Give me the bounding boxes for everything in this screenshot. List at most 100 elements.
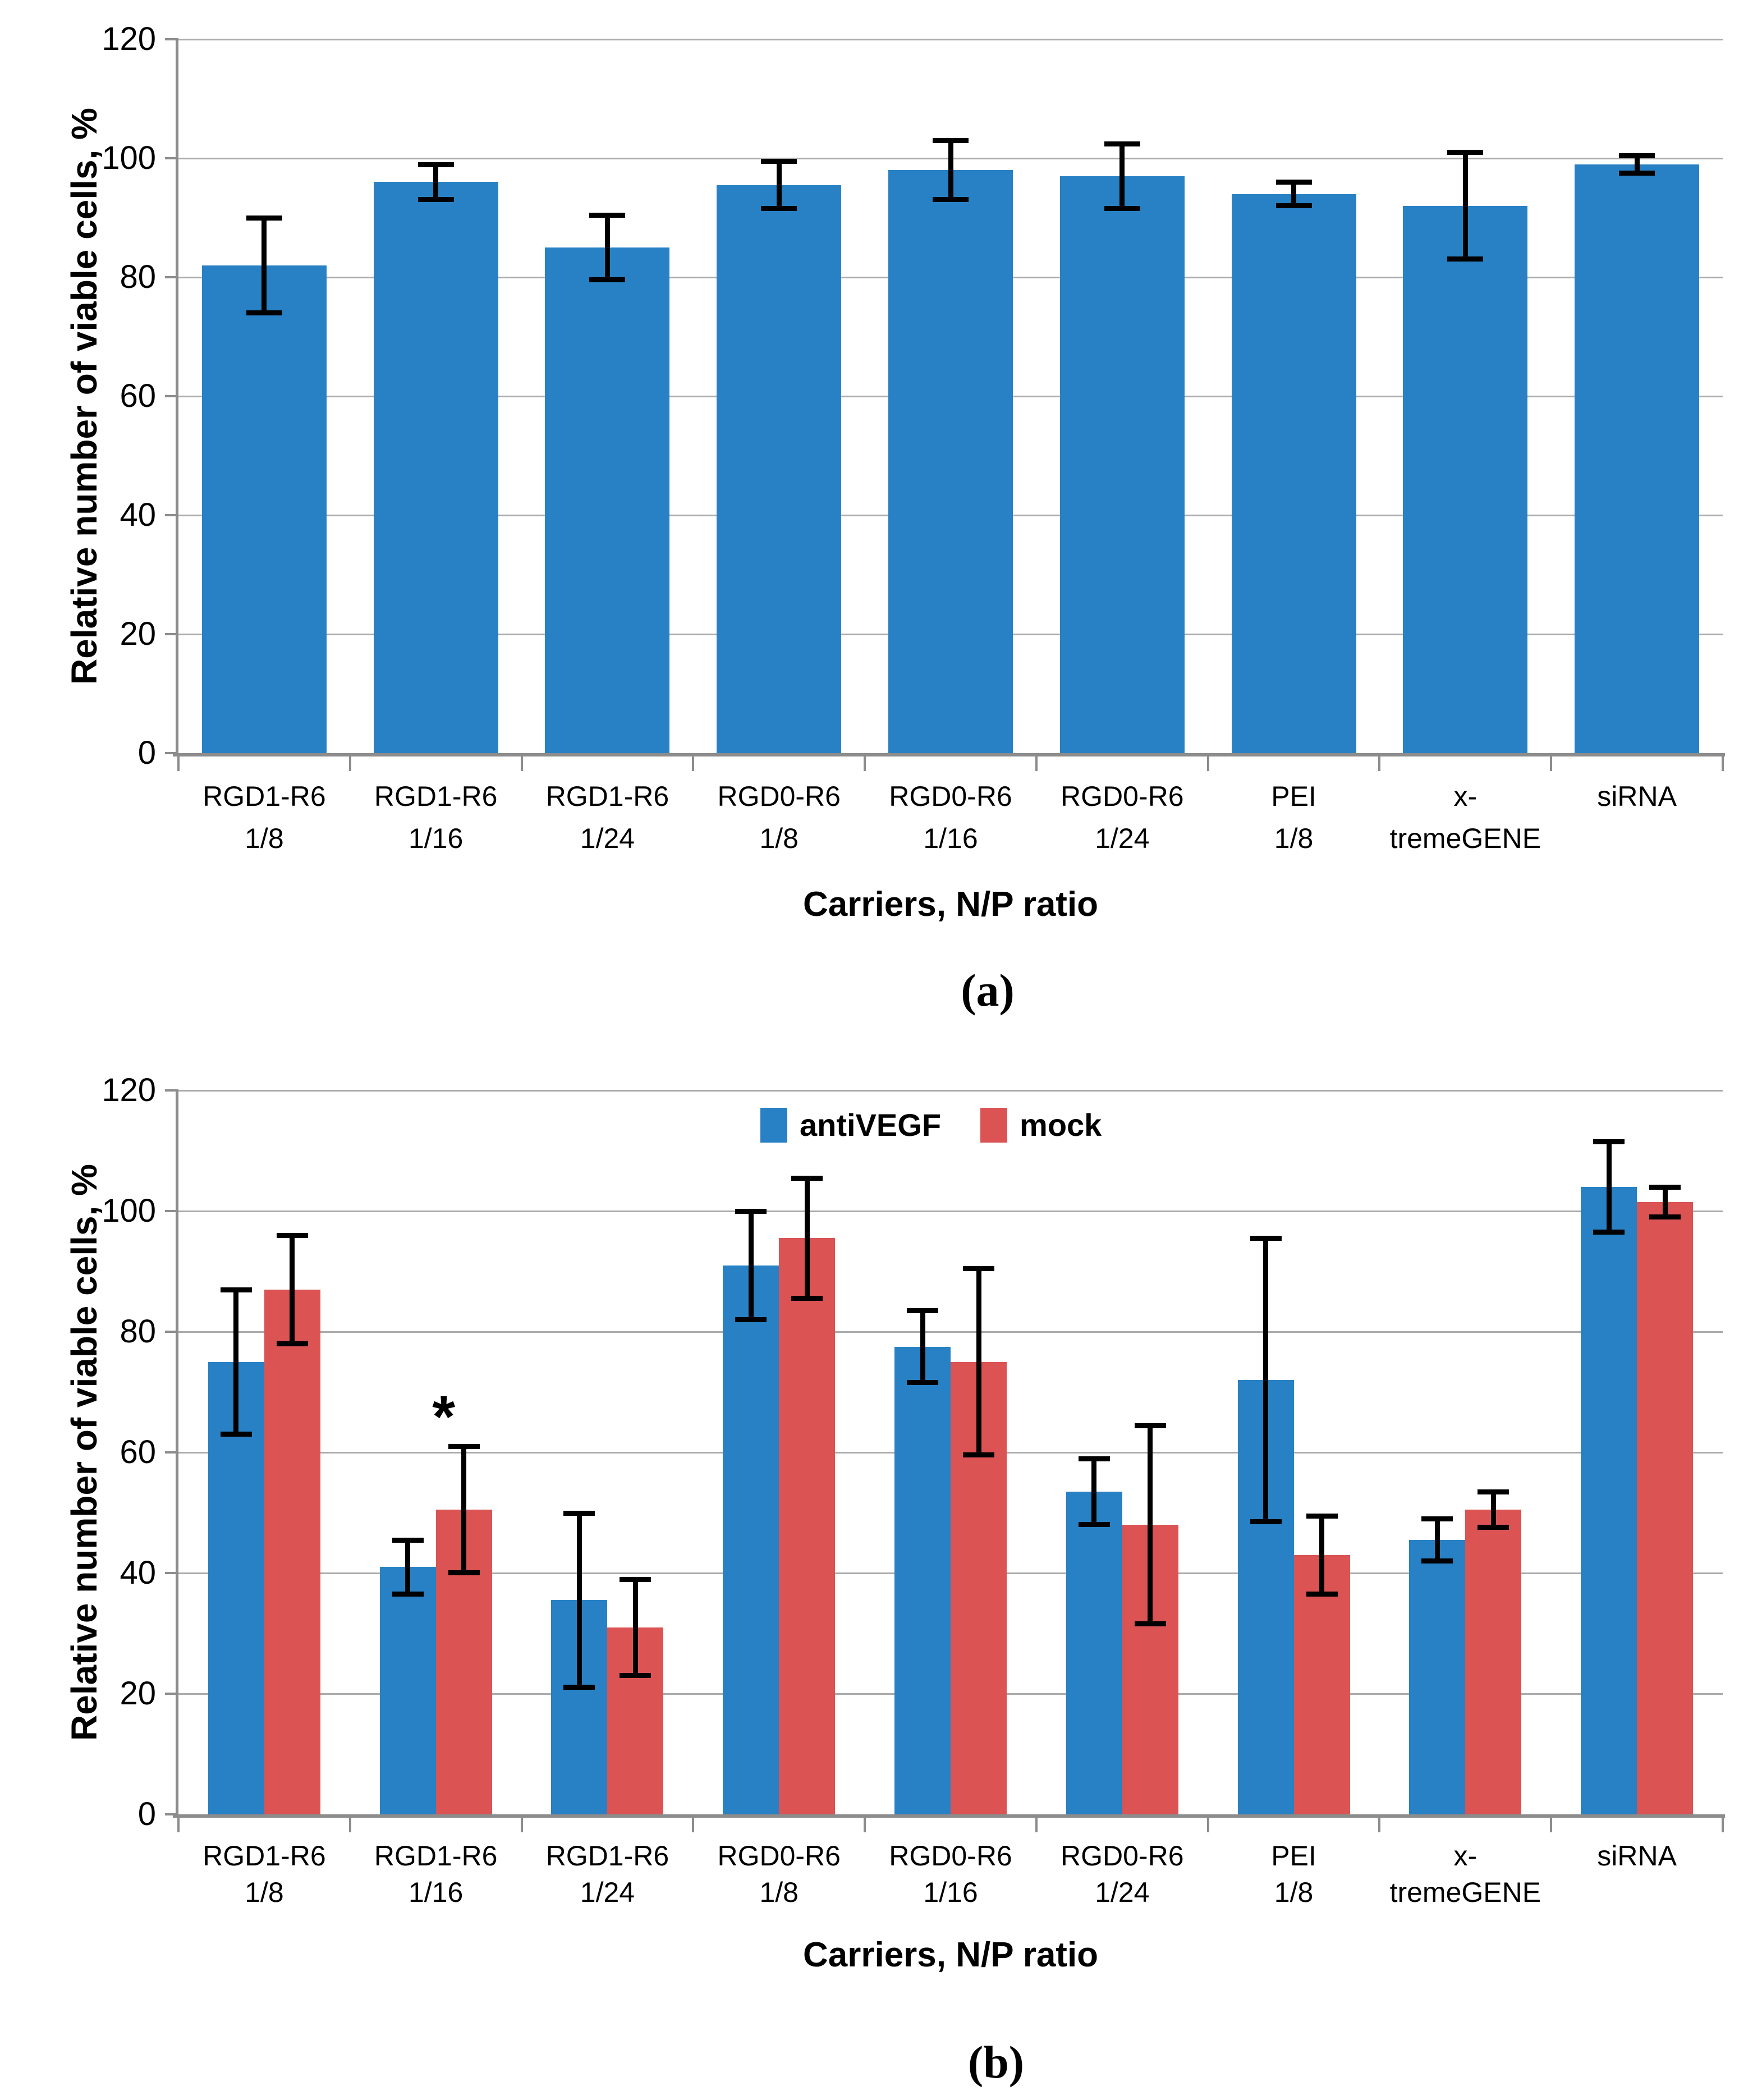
bar-viability-RGD1-R6 1/16 [373, 182, 498, 753]
x-tickmark [177, 1818, 180, 1832]
y-tickmark [165, 1572, 178, 1574]
x-category-label: siRNA [1597, 1840, 1677, 1872]
error-bar-line [461, 1446, 467, 1573]
x-category-label: RGD1-R6 [203, 1840, 326, 1872]
error-bar-line [1148, 1425, 1153, 1625]
bar-antiVEGF-RGD1-R6 1/16 [379, 1567, 436, 1814]
bar-viability-RGD1-R6 1/8 [201, 265, 327, 753]
y-tickmark [165, 1210, 178, 1212]
bar-mock-RGD1-R6 1/8 [264, 1289, 320, 1814]
y-tickmark [165, 1693, 178, 1695]
error-bar-line [1462, 152, 1468, 260]
error-bar-cap-bottom [963, 1452, 994, 1458]
y-tick-label: 40 [120, 497, 156, 533]
y-tickmark [165, 1089, 178, 1092]
x-category-label: RGD1-R6 [545, 781, 669, 812]
x-tickmark [1378, 756, 1381, 771]
x-tickmark [1035, 1818, 1038, 1832]
x-tickmark [1550, 756, 1553, 771]
x-category-label: RGD0-R6 [1061, 1840, 1184, 1872]
y-tick-label: 60 [120, 378, 156, 414]
y-tickmark [165, 752, 178, 754]
x-tickmark [864, 1818, 866, 1832]
x-category-label: 1/8 [1274, 1877, 1314, 1908]
error-bar-line [1634, 155, 1640, 173]
legend-label: antiVEGF [800, 1107, 942, 1143]
error-bar-line [748, 1211, 754, 1320]
error-bar-cap-bottom [1250, 1519, 1282, 1524]
x-tickmark [864, 756, 866, 771]
error-bar-cap-bottom [276, 1341, 308, 1346]
error-bar-cap-top [1593, 1139, 1625, 1145]
error-bar-cap-bottom [1306, 1591, 1338, 1597]
y-tick-label: 120 [102, 21, 156, 57]
error-bar-line [1091, 1458, 1097, 1525]
error-bar-line [1662, 1187, 1668, 1217]
x-category-label: 1/16 [923, 1877, 978, 1908]
error-bar-cap-top [448, 1444, 480, 1450]
error-bar-cap-bottom [761, 206, 797, 212]
error-bar-cap-top [1275, 180, 1312, 185]
error-bar-cap-top [276, 1233, 308, 1238]
error-bar-cap-top [1134, 1423, 1166, 1428]
legend-swatch-antiVEGF [760, 1107, 787, 1143]
error-bar-cap-bottom [220, 1431, 252, 1437]
x-category-label: 1/8 [245, 823, 284, 854]
y-tick-label: 80 [120, 259, 156, 295]
gridline [178, 1331, 1723, 1333]
x-tickmark [1722, 756, 1724, 771]
error-bar-cap-bottom [791, 1295, 823, 1301]
error-bar-cap-bottom [417, 197, 454, 203]
bar-viability-RGD0-R6 1/16 [888, 170, 1013, 753]
error-bar-cap-bottom [1421, 1558, 1453, 1563]
error-bar-line [576, 1512, 582, 1688]
y-tick-label: 100 [102, 1193, 156, 1229]
error-bar-cap-top [963, 1266, 994, 1272]
x-category-label: 1/24 [580, 823, 635, 854]
x-category-label: 1/24 [580, 1877, 635, 1908]
y-tick-label: 120 [102, 1072, 156, 1108]
error-bar-line [1291, 182, 1297, 206]
panel-b-letter: (b) [967, 2037, 1025, 2088]
error-bar-cap-top [1649, 1185, 1681, 1190]
significance-asterisk: * [432, 1383, 456, 1450]
panel-b-y-axis-title: Relative number of viable cells, % [64, 1164, 104, 1741]
error-bar-cap-bottom [563, 1685, 595, 1690]
x-tickmark [520, 1818, 523, 1832]
error-bar-cap-bottom [1078, 1522, 1110, 1527]
error-bar-cap-top [246, 215, 282, 221]
x-tickmark [177, 756, 180, 771]
x-category-label: RGD1-R6 [545, 1840, 669, 1872]
error-bar-cap-bottom [1104, 206, 1140, 212]
error-bar-cap-top [1478, 1489, 1509, 1494]
error-bar-line [776, 161, 782, 209]
bar-mock-PEI 1/8 [1293, 1555, 1350, 1814]
y-tickmark [165, 633, 178, 635]
x-category-label: PEI [1271, 1840, 1316, 1872]
x-category-label: x- [1453, 1840, 1478, 1872]
gridline [178, 1089, 1723, 1092]
x-axis-line [173, 1814, 1725, 1818]
error-bar-cap-bottom [1134, 1621, 1166, 1627]
legend-swatch-mock [980, 1107, 1008, 1143]
x-tickmark [692, 756, 695, 771]
gridline [178, 38, 1723, 40]
y-tickmark [165, 1331, 178, 1333]
x-category-label: RGD0-R6 [717, 781, 841, 812]
bar-antiVEGF-RGD0-R6 1/24 [1066, 1491, 1122, 1814]
error-bar-cap-bottom [246, 310, 282, 315]
error-bar-cap-top [620, 1576, 651, 1582]
error-bar-line [632, 1579, 638, 1676]
x-category-label: RGD1-R6 [374, 1840, 498, 1872]
x-tickmark [348, 1818, 351, 1832]
error-bar-line [976, 1268, 981, 1456]
error-bar-line [1263, 1238, 1269, 1522]
error-bar-cap-bottom [735, 1317, 767, 1322]
error-bar-cap-top [933, 138, 969, 144]
error-bar-cap-bottom [1649, 1214, 1681, 1219]
x-category-label: 1/8 [1274, 823, 1314, 854]
error-bar-cap-top [907, 1308, 938, 1314]
error-bar-cap-top [791, 1175, 823, 1181]
y-tickmark [165, 395, 178, 397]
